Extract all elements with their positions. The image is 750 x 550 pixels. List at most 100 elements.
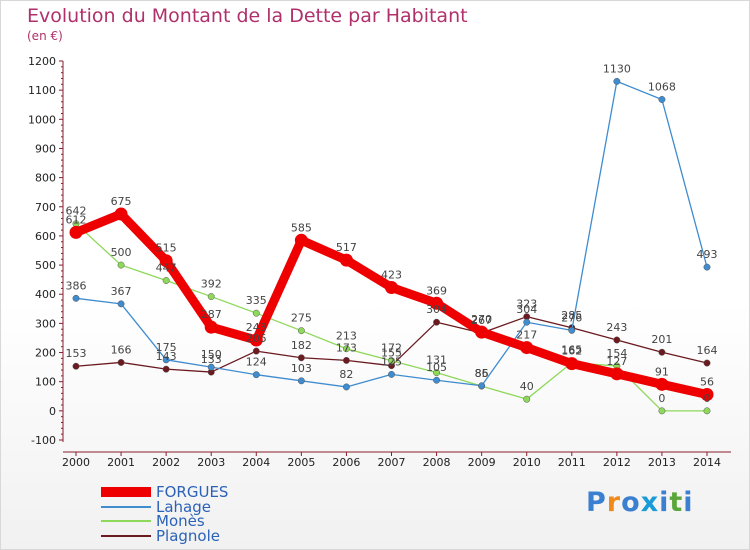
data-point-forgues [294, 233, 308, 247]
legend-swatch-plagnole [101, 534, 151, 537]
data-point-mones [658, 407, 666, 415]
data-point-lahage [297, 377, 305, 385]
data-label-plagnole: 285 [561, 309, 582, 322]
data-label-lahage: 276 [561, 311, 582, 324]
x-tick-label: 2002 [152, 456, 180, 469]
data-label-plagnole: 155 [381, 347, 402, 360]
data-point-mones [252, 309, 260, 317]
data-label-forgues: 127 [606, 355, 627, 368]
data-label-mones: 213 [336, 330, 357, 343]
y-tick-label: 0 [49, 405, 56, 418]
legend-label-forgues: FORGUES [156, 483, 229, 501]
data-label-plagnole: 153 [66, 347, 87, 360]
data-point-lahage [523, 318, 531, 326]
data-point-lahage [613, 77, 621, 85]
data-label-mones: 40 [520, 380, 534, 393]
y-tick-label: 600 [35, 230, 56, 243]
y-tick-label: 300 [35, 317, 56, 330]
data-label-forgues: 585 [291, 221, 312, 234]
data-point-plagnole [297, 354, 305, 362]
data-point-forgues [430, 296, 444, 310]
y-tick-label: 100 [35, 376, 56, 389]
brand-logo-letter: i [683, 487, 694, 518]
data-label-plagnole: 182 [291, 339, 312, 352]
data-point-forgues [565, 357, 579, 371]
data-label-mones: 447 [156, 262, 177, 275]
data-label-plagnole: 166 [111, 343, 132, 356]
data-label-plagnole: 173 [336, 341, 357, 354]
data-label-forgues: 270 [471, 313, 492, 326]
data-point-lahage [162, 356, 170, 364]
y-tick-label: 500 [35, 259, 56, 272]
data-point-plagnole [252, 347, 260, 355]
y-tick-label: 700 [35, 201, 56, 214]
data-label-forgues: 243 [246, 321, 267, 334]
x-tick-label: 2004 [242, 456, 270, 469]
data-label-forgues: 217 [516, 329, 537, 342]
data-point-plagnole [433, 318, 441, 326]
data-point-mones [297, 327, 305, 335]
y-tick-label: 900 [35, 142, 56, 155]
data-point-lahage [703, 263, 711, 271]
x-tick-label: 2009 [468, 456, 496, 469]
y-tick-label: 1000 [28, 113, 56, 126]
legend-swatch-lahage [101, 505, 151, 508]
data-point-forgues [249, 333, 263, 347]
data-point-lahage [658, 96, 666, 103]
brand-logo-letter: P [586, 487, 607, 518]
data-label-mones: 154 [606, 347, 627, 360]
data-point-mones [523, 395, 531, 403]
data-point-plagnole [658, 348, 666, 356]
x-tick-label: 2010 [513, 456, 541, 469]
data-label-plagnole: 304 [426, 303, 447, 316]
y-tick-label: 1100 [28, 84, 56, 97]
brand-logo-letter: i [659, 487, 670, 518]
data-point-forgues [204, 320, 218, 334]
x-tick-label: 2011 [558, 456, 586, 469]
data-point-lahage [433, 376, 441, 384]
y-tick-label: -100 [31, 434, 56, 447]
legend-label-lahage: Lahage [156, 497, 211, 516]
data-label-mones: 131 [426, 354, 447, 367]
data-point-forgues [655, 377, 669, 391]
data-point-plagnole [342, 356, 350, 364]
data-point-lahage [478, 382, 486, 390]
data-point-plagnole [117, 359, 125, 366]
data-point-mones [117, 261, 125, 269]
data-point-plagnole [162, 365, 170, 373]
data-label-lahage: 175 [156, 341, 177, 354]
data-label-lahage: 367 [111, 285, 132, 298]
y-tick-label: 800 [35, 172, 56, 185]
x-tick-label: 2003 [197, 456, 225, 469]
data-point-plagnole [703, 359, 711, 367]
data-point-forgues [159, 254, 173, 268]
data-point-forgues [610, 367, 624, 381]
data-label-plagnole: 133 [201, 353, 222, 366]
data-point-forgues [520, 341, 534, 355]
x-tick-label: 2008 [423, 456, 451, 469]
data-label-mones: 392 [201, 278, 222, 291]
data-point-mones [207, 293, 215, 301]
data-label-forgues: 91 [655, 365, 669, 378]
data-label-lahage: 82 [339, 368, 353, 381]
data-point-mones [162, 277, 170, 284]
data-label-mones: 85 [475, 367, 489, 380]
data-label-mones: 642 [66, 205, 87, 218]
data-label-plagnole: 143 [156, 350, 177, 363]
data-label-plagnole: 323 [516, 298, 537, 311]
data-point-forgues [700, 388, 714, 402]
data-label-mones: 165 [561, 344, 582, 357]
legend-swatch-mones [101, 520, 151, 522]
legend-label-mones: Monès [156, 512, 205, 530]
data-label-lahage: 304 [516, 303, 537, 316]
data-point-forgues [475, 325, 489, 339]
data-label-lahage: 1130 [603, 62, 631, 75]
x-tick-label: 2005 [287, 456, 315, 469]
data-label-forgues: 287 [201, 308, 222, 321]
x-tick-label: 2001 [107, 456, 135, 469]
data-label-forgues: 56 [700, 376, 714, 389]
y-tick-label: 1200 [28, 55, 56, 68]
data-label-mones: 335 [246, 294, 267, 307]
